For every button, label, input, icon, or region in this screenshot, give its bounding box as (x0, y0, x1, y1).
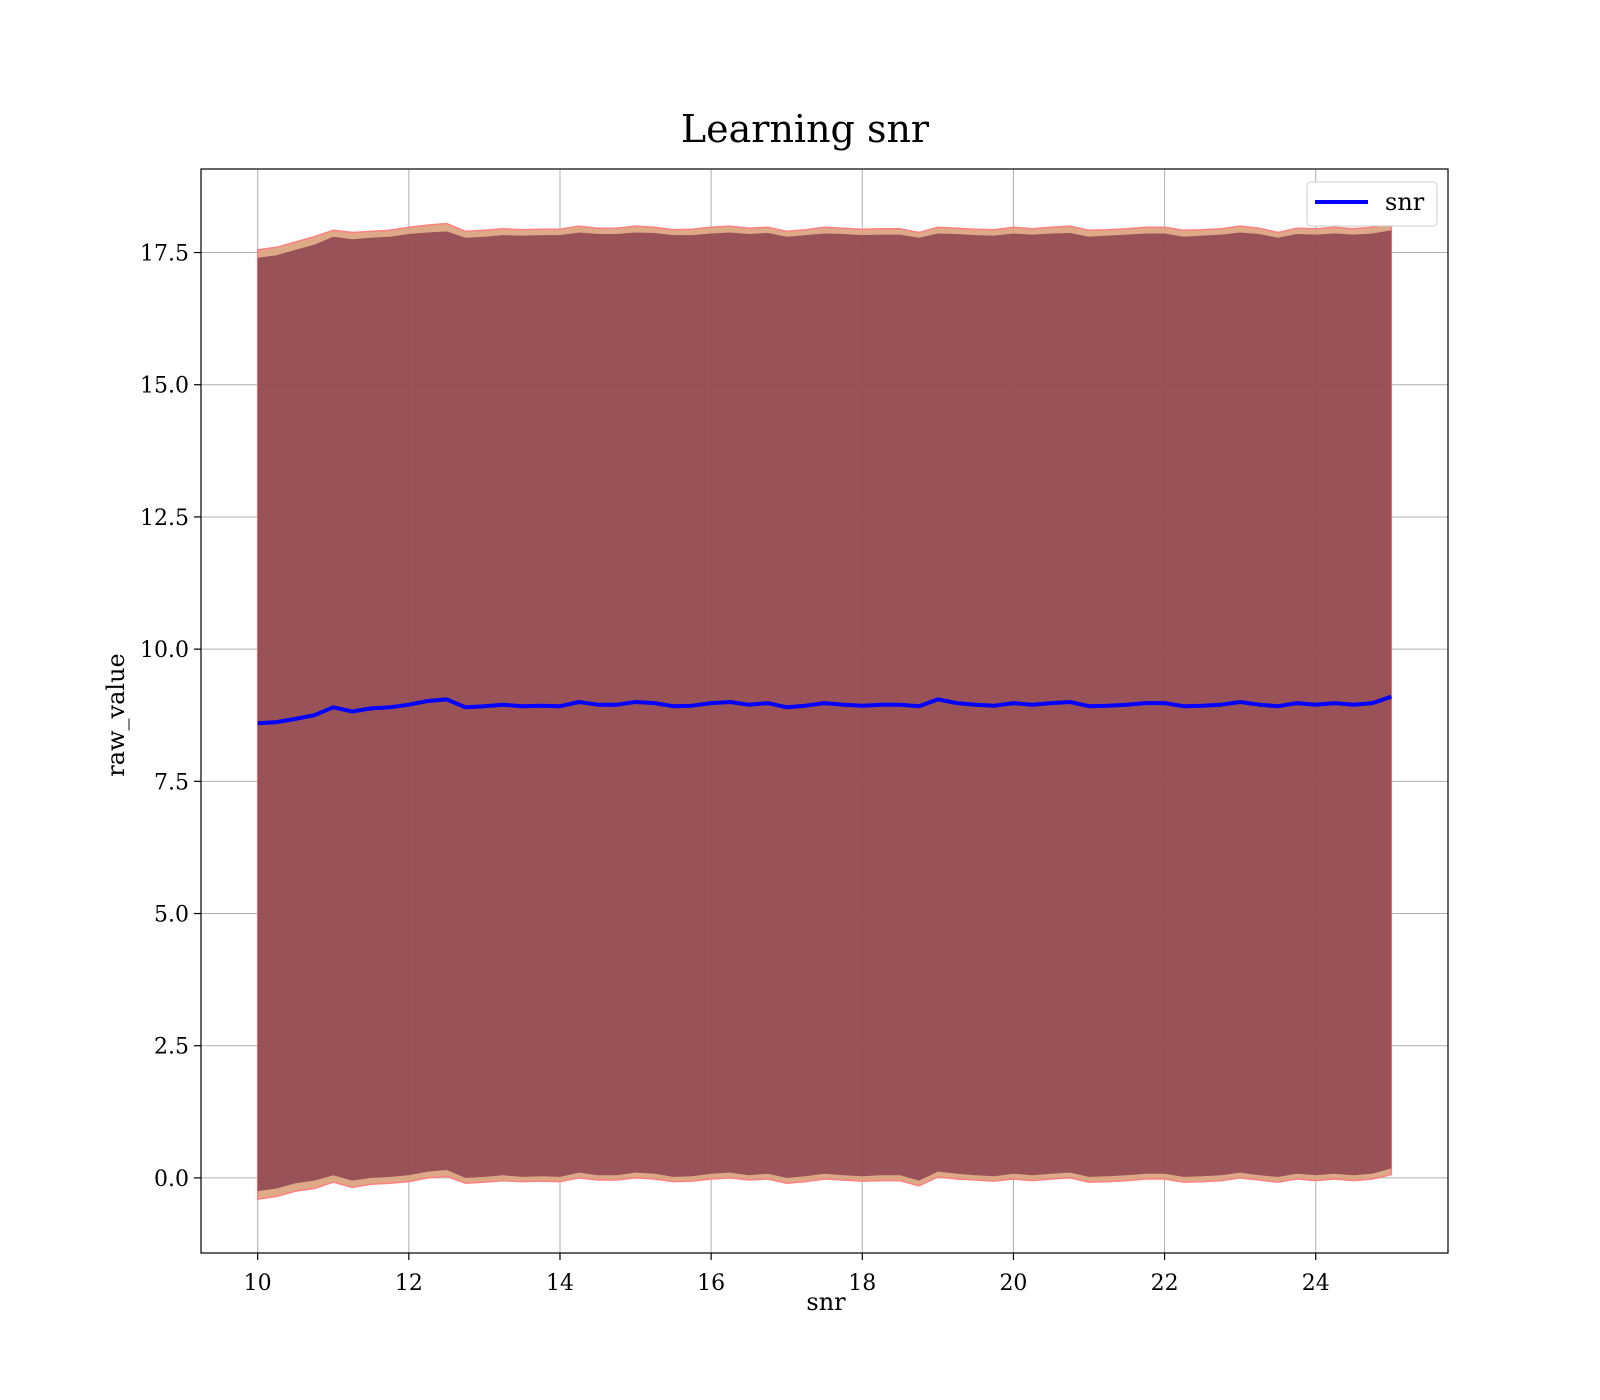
legend-box (1306, 181, 1438, 227)
x-tick-label: 12 (395, 1271, 423, 1296)
chart-title: Learning snr (681, 107, 930, 151)
plot-frame (200, 168, 1449, 1254)
y-tick-label: 17.5 (140, 242, 189, 267)
legend-label-snr: snr (1385, 188, 1425, 216)
y-axis-label: raw_value (102, 653, 130, 777)
confidence-bands (256, 222, 1393, 1200)
y-tick-label: 7.5 (154, 770, 189, 795)
x-tick-label: 16 (697, 1271, 725, 1296)
x-tick-label: 20 (999, 1271, 1027, 1296)
legend: snr (1306, 181, 1438, 227)
y-tick-label: 12.5 (140, 506, 189, 531)
x-tick-label: 14 (546, 1271, 574, 1296)
y-tick-label: 2.5 (154, 1035, 189, 1060)
y-tick-label: 0.0 (154, 1167, 189, 1192)
series-lines (257, 694, 1392, 726)
y-tick-label: 15.0 (140, 374, 189, 399)
x-axis-label: snr (806, 1288, 846, 1316)
series-line-snr (257, 694, 1392, 726)
x-tick-label: 22 (1151, 1271, 1179, 1296)
x-axis-ticks: 10 12 14 16 18 20 22 24 (244, 1253, 1330, 1296)
x-tick-label: 18 (848, 1271, 876, 1296)
x-tick-label: 10 (244, 1271, 272, 1296)
x-tick-label: 24 (1302, 1271, 1330, 1296)
outer-band (257, 230, 1392, 1192)
y-tick-label: 5.0 (154, 903, 189, 928)
y-axis-ticks: 0.0 2.5 5.0 7.5 10.0 12.5 15.0 17.5 (140, 242, 201, 1192)
y-tick-label: 10.0 (140, 638, 189, 663)
